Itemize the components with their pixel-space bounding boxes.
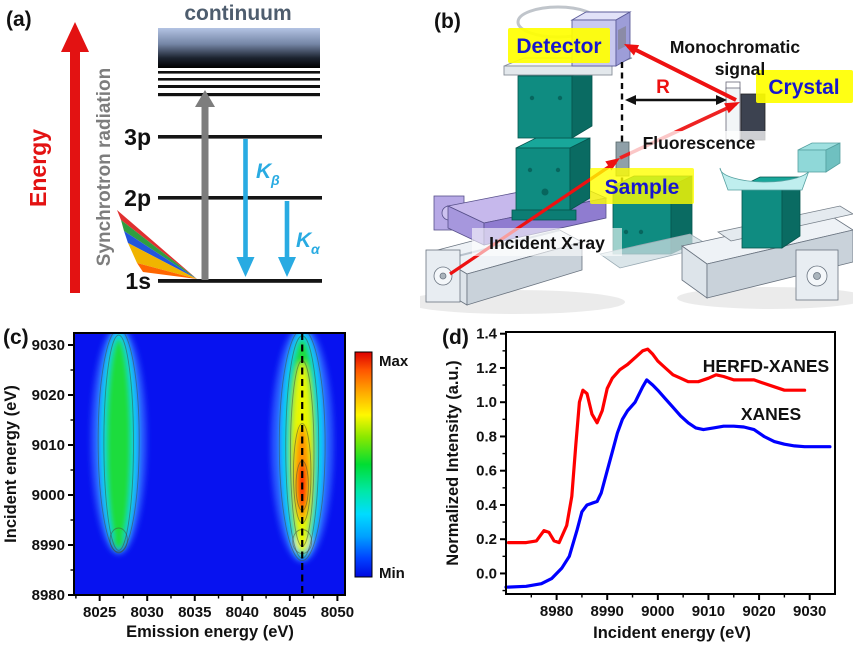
crystal-stage bbox=[719, 81, 841, 249]
x-tick-label: 8035 bbox=[178, 604, 211, 621]
y-tick-label: 9000 bbox=[32, 487, 65, 504]
y-tick-label: 9030 bbox=[32, 337, 65, 354]
y-tick-label: 1.2 bbox=[476, 360, 497, 377]
incident-xray-label: Incident X-ray bbox=[472, 228, 622, 256]
x-tick-label: 8045 bbox=[273, 604, 306, 621]
x-axis-title-d: Incident energy (eV) bbox=[593, 624, 751, 642]
spectra-curves bbox=[504, 347, 832, 589]
y-tick-label: 1.0 bbox=[476, 394, 497, 411]
k-alpha-label: K bbox=[296, 229, 313, 252]
energy-axis-label: Energy bbox=[25, 129, 51, 207]
svg-text:Incident X-ray: Incident X-ray bbox=[489, 233, 605, 253]
axis-tick-labels-d: 8980 8990 9000 9010 9020 9030 0.0 0.2 0.4 0.6 0.8 1… bbox=[476, 326, 826, 620]
fluorescence-label: Fluorescence bbox=[630, 131, 768, 155]
herfd-xanes-series-label: HERFD-XANES bbox=[703, 356, 829, 376]
energy-axis-arrow-icon bbox=[61, 22, 89, 293]
y-tick-label: 8990 bbox=[32, 537, 65, 554]
colorbar-max-label: Max bbox=[379, 353, 409, 370]
x-tick-label: 8025 bbox=[83, 604, 116, 621]
x-tick-label: 8040 bbox=[226, 604, 259, 621]
x-tick-label: 8050 bbox=[321, 604, 354, 621]
y-tick-label: 0.0 bbox=[476, 565, 497, 582]
y-tick-label: 0.8 bbox=[476, 428, 497, 445]
monochromatic-label-line2: signal bbox=[715, 59, 766, 79]
panel-b-schematic: (b) bbox=[420, 5, 853, 314]
monochromatic-label-line1: Monochromatic bbox=[670, 37, 801, 57]
svg-text:Crystal: Crystal bbox=[768, 76, 839, 99]
detector-label: Detector bbox=[508, 28, 610, 63]
k-alpha-arrow-icon bbox=[278, 201, 296, 277]
x-tick-label: 9030 bbox=[793, 603, 826, 620]
energy-levels bbox=[158, 135, 322, 283]
x-tick-label: 9000 bbox=[641, 603, 674, 620]
y-tick-label: 0.2 bbox=[476, 531, 497, 548]
xanes-curve bbox=[504, 378, 832, 589]
panel-b-tag: (b) bbox=[434, 10, 461, 33]
panel-a-tag: (a) bbox=[6, 8, 32, 31]
heatmap-bands bbox=[91, 333, 334, 563]
panel-d-line-chart: (d) 8980 8990 9000 9010 9020 9030 0.0 0.2 0.4 0.6… bbox=[442, 326, 836, 642]
rainbow-beam-icon bbox=[117, 210, 197, 279]
colorbar bbox=[354, 351, 373, 578]
panel-a-diagram: (a) Energy Synchrotron radiation continu… bbox=[6, 2, 322, 294]
svg-text:Detector: Detector bbox=[516, 35, 601, 58]
excitation-arrow-icon bbox=[195, 90, 215, 280]
continuum-label: continuum bbox=[184, 2, 291, 25]
y-tick-label: 8980 bbox=[32, 587, 65, 604]
x-tick-label: 8980 bbox=[540, 603, 573, 620]
axis-ticks-d bbox=[500, 332, 811, 600]
y-tick-label: 1.4 bbox=[476, 326, 498, 343]
herfd-xanes-curve bbox=[506, 347, 807, 545]
rydberg-levels bbox=[158, 71, 320, 97]
y-tick-label: 9010 bbox=[32, 437, 65, 454]
radius-label: R bbox=[656, 77, 670, 98]
x-axis-title-c: Emission energy (eV) bbox=[126, 623, 294, 641]
panel-d-tag: (d) bbox=[442, 326, 469, 349]
synchrotron-radiation-label: Synchrotron radiation bbox=[94, 68, 115, 266]
axis-ticks-c bbox=[68, 344, 339, 601]
x-tick-label: 8030 bbox=[131, 604, 164, 621]
k-alpha-sub: α bbox=[311, 241, 321, 257]
crystal-label: Crystal bbox=[756, 70, 853, 103]
plot-frame-c bbox=[73, 332, 346, 596]
axis-tick-labels-c: 8025 8030 8035 8040 8045 8050 8980 8990 9000 9010… bbox=[32, 337, 354, 621]
k-beta-sub: β bbox=[270, 172, 280, 188]
x-tick-label: 8990 bbox=[591, 603, 624, 620]
svg-text:Fluorescence: Fluorescence bbox=[643, 133, 756, 153]
k-beta-arrow-icon bbox=[236, 139, 255, 277]
y-tick-label: 0.6 bbox=[476, 463, 497, 480]
svg-text:Sample: Sample bbox=[605, 176, 680, 199]
sample-label: Sample bbox=[590, 168, 694, 204]
detector-tower bbox=[511, 65, 593, 221]
k-beta-label: K bbox=[256, 160, 273, 183]
y-axis-title-d: Normalized Intensity (a.u.) bbox=[444, 360, 462, 565]
monochromatic-beam bbox=[624, 44, 737, 102]
plot-frame-d bbox=[505, 331, 836, 595]
level-2p-label: 2p bbox=[124, 185, 151, 211]
level-3p-label: 3p bbox=[124, 124, 151, 150]
continuum-band bbox=[158, 28, 320, 68]
xanes-series-label: XANES bbox=[741, 404, 801, 424]
y-tick-label: 9020 bbox=[32, 387, 65, 404]
x-tick-label: 9020 bbox=[742, 603, 775, 620]
panel-c-tag: (c) bbox=[3, 326, 29, 349]
y-axis-title-c: Incident energy (eV) bbox=[2, 385, 20, 543]
x-tick-label: 9010 bbox=[692, 603, 725, 620]
colorbar-min-label: Min bbox=[379, 565, 405, 582]
panel-c-contour-chart: (c) 8025 8030 8035 8040 8045 8050 8980 8990 9000… bbox=[2, 326, 409, 641]
y-tick-label: 0.4 bbox=[476, 497, 498, 514]
radius-arrow-icon bbox=[625, 95, 727, 105]
